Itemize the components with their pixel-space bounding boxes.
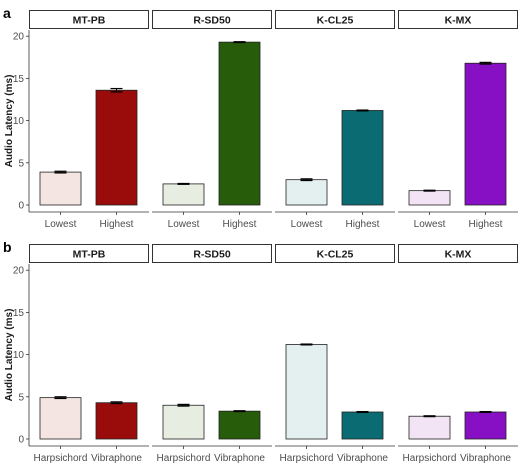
panel-b: b Audio Latency (ms) 0 5 10 15 20 MT-PB Harpsich… [3, 239, 518, 463]
facet-strip [398, 10, 518, 29]
y-tick-label: 10 [13, 116, 25, 127]
bar [95, 402, 138, 440]
bar [341, 110, 384, 206]
facet-r-sd50: R-SD50 Lowest Highest [152, 10, 272, 230]
x-tick-label: Lowest [168, 219, 200, 230]
facet-strip [275, 10, 395, 29]
bar [218, 410, 261, 440]
y-tick-label: 5 [18, 392, 24, 403]
y-axis-title: Audio Latency (ms) [4, 309, 15, 402]
y-tick-label: 5 [18, 158, 24, 169]
bar [408, 415, 451, 440]
facet-strip [29, 10, 149, 29]
x-tick-label: Vibraphone [337, 453, 388, 463]
x-tick-label: Harpsichord [280, 453, 334, 463]
x-tick-label: Harpsichord [403, 453, 457, 463]
bar [464, 411, 507, 440]
y-tick-label: 15 [13, 74, 25, 85]
bar [341, 411, 384, 440]
panel-label: a [3, 5, 11, 21]
panel-a: a Audio Latency (ms) 0 5 10 15 20 MT-PB Lowest Hi… [3, 5, 518, 230]
bar [162, 404, 205, 440]
x-tick-label: Vibraphone [214, 453, 265, 463]
bar [39, 171, 82, 206]
x-tick-label: Highest [346, 219, 380, 230]
facet-mt-pb: MT-PB Lowest Highest [29, 10, 149, 230]
y-tick-label: 0 [18, 201, 24, 212]
x-tick-label: Lowest [45, 219, 77, 230]
bar [162, 183, 205, 206]
facet-title: R-SD50 [193, 15, 231, 27]
x-tick-label: Highest [223, 219, 257, 230]
facet-strip [398, 244, 518, 263]
facet-k-cl25: K-CL25 Lowest Highest [275, 10, 395, 230]
facet-title: MT-PB [73, 15, 106, 27]
facet-strip [152, 10, 272, 29]
y-tick-label: 20 [13, 32, 25, 43]
x-tick-label: Lowest [414, 219, 446, 230]
facet-strip [152, 244, 272, 263]
facet-title: K-MX [445, 15, 472, 27]
facet-k-mx: K-MX Lowest Highest [398, 10, 518, 230]
facet-k-mx: K-MX Harpsichord Vibraphone [398, 244, 518, 463]
y-tick-label: 20 [13, 266, 25, 277]
facet-r-sd50: R-SD50 Harpsichord Vibraphone [152, 244, 272, 463]
x-tick-label: Harpsichord [157, 453, 211, 463]
x-tick-label: Lowest [291, 219, 323, 230]
bar [95, 89, 138, 206]
facet-mt-pb: MT-PB Harpsichord Vibraphone [29, 244, 149, 463]
facet-title: MT-PB [73, 249, 106, 261]
x-tick-label: Harpsichord [34, 453, 88, 463]
bar [408, 190, 451, 206]
bar [285, 179, 328, 206]
x-tick-label: Vibraphone [460, 453, 511, 463]
y-tick-label: 0 [18, 435, 24, 446]
x-tick-label: Highest [469, 219, 503, 230]
facet-k-cl25: K-CL25 Harpsichord Vibraphone [275, 244, 395, 463]
y-axis-title: Audio Latency (ms) [4, 75, 15, 168]
facet-strip [29, 244, 149, 263]
bar [464, 62, 507, 206]
y-tick-label: 15 [13, 308, 25, 319]
y-tick-label: 10 [13, 350, 25, 361]
facet-title: R-SD50 [193, 249, 231, 261]
bar [218, 41, 261, 206]
facet-title: K-CL25 [317, 15, 354, 27]
facet-strip [275, 244, 395, 263]
x-tick-label: Vibraphone [91, 453, 142, 463]
facet-title: K-CL25 [317, 249, 354, 261]
x-tick-label: Highest [100, 219, 134, 230]
facet-title: K-MX [445, 249, 472, 261]
bar [285, 344, 328, 440]
panel-label: b [3, 239, 12, 255]
bar [39, 397, 82, 440]
